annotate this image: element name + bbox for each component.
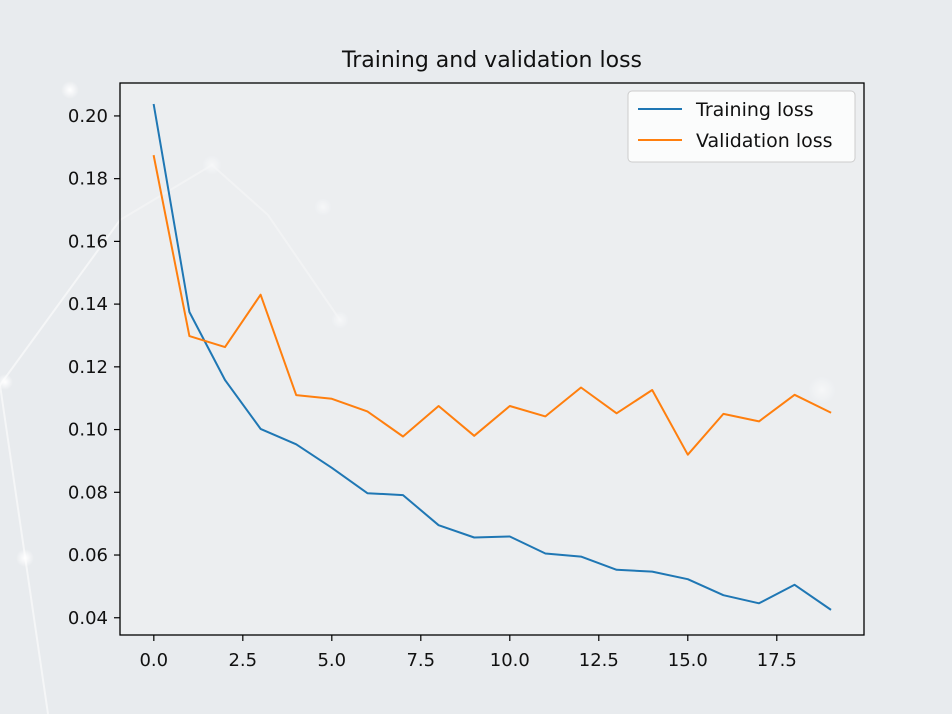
y-tick-label: 0.10 xyxy=(68,420,108,441)
y-tick-label: 0.18 xyxy=(68,169,108,190)
x-tick-label: 2.5 xyxy=(228,650,257,671)
x-tick-label: 7.5 xyxy=(406,650,435,671)
chart-title: Training and validation loss xyxy=(341,48,642,73)
x-tick-label: 10.0 xyxy=(490,650,530,671)
legend: Training loss Validation loss xyxy=(627,90,856,163)
x-tick-label: 12.5 xyxy=(579,650,619,671)
legend-box xyxy=(627,90,856,163)
y-tick-label: 0.06 xyxy=(68,545,108,566)
y-tick-label: 0.08 xyxy=(68,482,108,503)
series-line-training-loss xyxy=(152,103,832,611)
plot-area xyxy=(119,82,865,636)
x-tick-label: 17.5 xyxy=(757,650,797,671)
series-line-validation-loss xyxy=(152,154,832,456)
x-tick-label: 0.0 xyxy=(139,650,168,671)
y-tick-label: 0.04 xyxy=(68,608,108,629)
y-axis: 0.04 0.06 0.08 0.10 0.12 0.14 0.16 0.18 0.20 xyxy=(68,106,120,629)
y-tick-label: 0.20 xyxy=(68,106,108,127)
x-tick-label: 15.0 xyxy=(668,650,708,671)
legend-label-training-loss: Training loss xyxy=(695,99,814,121)
y-tick-label: 0.16 xyxy=(68,231,108,252)
series-layer xyxy=(152,103,832,611)
y-tick-label: 0.14 xyxy=(68,294,108,315)
x-axis: 0.0 2.5 5.0 7.5 10.0 12.5 15.0 17.5 xyxy=(139,635,797,671)
x-tick-label: 5.0 xyxy=(317,650,346,671)
y-tick-label: 0.12 xyxy=(68,357,108,378)
legend-label-validation-loss: Validation loss xyxy=(696,130,833,152)
